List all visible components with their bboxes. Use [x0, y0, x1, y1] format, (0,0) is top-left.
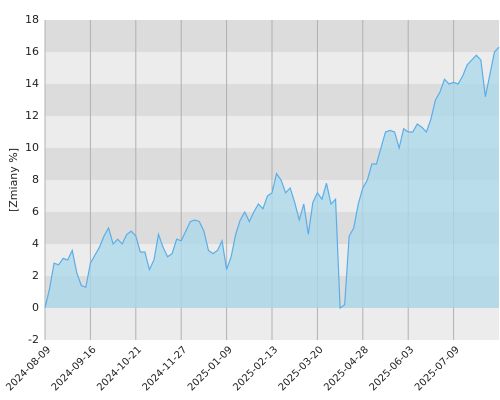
- y-tick-label: 10: [25, 141, 39, 154]
- y-tick-label: -2: [28, 333, 39, 346]
- x-tick-label: 2025-03-20: [277, 344, 326, 393]
- x-tick-label: 2024-11-27: [141, 344, 190, 393]
- line: [44, 46, 500, 310]
- x-tick-label: 2025-01-09: [186, 344, 235, 393]
- y-tick-label: 0: [32, 301, 39, 314]
- y-tick-label: 16: [25, 45, 39, 58]
- y-tick-label: 12: [25, 109, 39, 122]
- x-tick-label: 2024-10-21: [95, 344, 144, 393]
- y-tick-label: 4: [32, 237, 39, 250]
- x-tick-label: 2025-07-09: [413, 344, 462, 393]
- y-axis-label: [Zmiany %]: [7, 148, 20, 212]
- y-tick-label: 6: [32, 205, 39, 218]
- y-tick-label: 2: [32, 269, 39, 282]
- x-tick-label: 2024-09-16: [50, 344, 99, 393]
- x-tick-label: 2025-06-03: [368, 344, 417, 393]
- x-tick-label: 2024-08-09: [4, 344, 53, 393]
- x-tick-label: 2025-02-13: [231, 344, 280, 393]
- area: [45, 47, 499, 308]
- y-tick-label: 18: [25, 13, 39, 26]
- y-tick-label: 14: [25, 77, 39, 90]
- y-tick-label: 8: [32, 173, 39, 186]
- x-tick-label: 2025-04-28: [322, 344, 371, 393]
